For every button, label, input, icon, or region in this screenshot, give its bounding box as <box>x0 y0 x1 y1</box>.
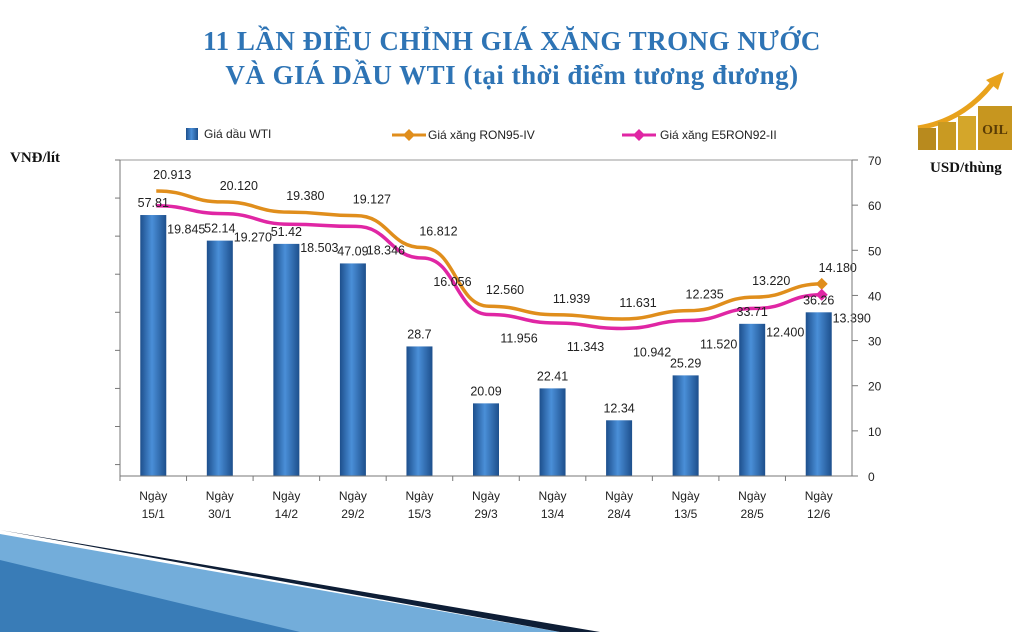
axes: 0 10 20 30 40 50 60 70 Ngày 15/1 Ngày 30/1 Ngày 14/2 N… <box>115 154 882 521</box>
line-end-marker <box>815 288 828 301</box>
right-axis-tick-label: 30 <box>868 335 882 349</box>
legend-e5-label: Giá xăng E5RON92-II <box>660 128 777 142</box>
x-tick-label: 12/6 <box>807 507 831 521</box>
right-axis-unit: USD/thùng <box>930 160 1002 176</box>
x-tick-label: Ngày <box>738 489 766 503</box>
price-lines <box>156 189 828 331</box>
x-tick-label: 28/4 <box>607 507 631 521</box>
wti-value-label: 51.42 <box>271 225 302 239</box>
x-tick-label: Ngày <box>206 489 234 503</box>
line-value-label: 10.942 <box>633 346 671 360</box>
wti-bar <box>539 388 566 476</box>
legend-ron95-marker <box>403 129 415 141</box>
oil-logo-text: OIL <box>982 123 1008 138</box>
x-tick-label: 13/4 <box>541 507 565 521</box>
wti-value-label: 22.41 <box>537 369 568 383</box>
wti-value-label: 20.09 <box>470 384 501 398</box>
x-tick-label: 30/1 <box>208 507 232 521</box>
legend-wti-label: Giá dầu WTI <box>204 127 271 141</box>
x-tick-label: Ngày <box>672 489 700 503</box>
line-value-label: 11.956 <box>500 332 537 346</box>
x-tick-label: Ngày <box>605 489 633 503</box>
x-tick-label: 29/3 <box>474 507 498 521</box>
x-tick-label: 29/2 <box>341 507 365 521</box>
x-tick-label: Ngày <box>539 489 567 503</box>
x-tick-label: Ngày <box>272 489 300 503</box>
wti-value-label: 52.14 <box>204 222 235 236</box>
wti-value-label: 57.81 <box>138 196 169 210</box>
x-tick-label: Ngày <box>472 489 500 503</box>
wti-bar <box>805 312 832 476</box>
x-tick-label: 14/2 <box>275 507 299 521</box>
legend-e5-marker <box>633 129 645 141</box>
line-value-label: 11.631 <box>619 296 656 310</box>
decor-blue-wedge-2 <box>0 560 300 632</box>
legend-wti-swatch <box>186 128 198 140</box>
line-value-label: 12.235 <box>686 288 724 302</box>
wti-value-label: 47.09 <box>337 244 368 258</box>
right-axis-tick-label: 40 <box>868 289 882 303</box>
line-value-label: 19.127 <box>353 193 391 207</box>
wti-bar <box>206 240 233 476</box>
right-axis-tick-label: 70 <box>868 154 882 168</box>
x-tick-label: Ngày <box>139 489 167 503</box>
decor-dark-wedge <box>0 530 600 632</box>
wti-value-label: 25.29 <box>670 356 701 370</box>
x-tick-label: Ngày <box>339 489 367 503</box>
line-value-label: 16.812 <box>419 225 457 239</box>
wti-value-label: 12.34 <box>603 401 634 415</box>
data-labels: 57.81 52.14 51.42 47.09 28.7 20.09 22.41 12.34 2… <box>138 168 871 415</box>
legend-ron95-label: Giá xăng RON95-IV <box>428 128 535 142</box>
wti-bar <box>473 403 499 476</box>
x-tick-label: Ngày <box>405 489 433 503</box>
line-value-label: 16.056 <box>433 275 471 289</box>
wti-bar <box>672 375 699 476</box>
line-value-label: 20.120 <box>220 179 258 193</box>
right-axis-tick-label: 50 <box>868 244 882 258</box>
line-series-e5 <box>156 203 822 331</box>
line-value-label: 12.400 <box>766 325 804 339</box>
wti-bars <box>140 215 832 476</box>
line-value-label: 20.913 <box>153 168 191 182</box>
x-tick-label: 13/5 <box>674 507 698 521</box>
line-value-label: 11.343 <box>567 340 604 354</box>
line-value-label: 18.346 <box>367 243 405 257</box>
x-tick-label: Ngày <box>805 489 833 503</box>
left-axis-unit: VNĐ/lít <box>10 150 60 166</box>
line-value-label: 18.503 <box>300 241 338 255</box>
x-tick-label: 15/3 <box>408 507 432 521</box>
bottom-decoration <box>0 530 600 632</box>
line-value-label: 19.270 <box>234 231 272 245</box>
wti-bar <box>273 243 300 476</box>
right-axis-tick-label: 60 <box>868 199 882 213</box>
line-value-label: 11.520 <box>700 338 737 352</box>
legend: Giá dầu WTI Giá xăng RON95-IV Giá xăng E5R… <box>186 127 777 142</box>
wti-value-label: 28.7 <box>407 327 431 341</box>
wti-bar <box>140 215 167 476</box>
line-value-label: 12.560 <box>486 283 524 297</box>
x-tick-label: 28/5 <box>741 507 765 521</box>
wti-bar <box>406 346 433 476</box>
line-value-label: 11.939 <box>553 292 590 306</box>
chart-title-line-2: VÀ GIÁ DẦU WTI (tại thời điểm tương đươn… <box>225 60 799 90</box>
wti-bar <box>739 323 766 476</box>
x-tick-label: 15/1 <box>142 507 166 521</box>
oil-barrels-logo: OIL <box>917 72 1012 150</box>
wti-value-label: 36.26 <box>803 293 834 307</box>
line-value-label: 14.180 <box>819 261 857 275</box>
right-axis-tick-label: 20 <box>868 380 882 394</box>
wti-bar <box>606 420 633 476</box>
line-value-label: 13.220 <box>752 274 790 288</box>
line-value-label: 19.845 <box>167 223 205 237</box>
chart-title-line-1: 11 LẦN ĐIỀU CHỈNH GIÁ XĂNG TRONG NƯỚC <box>203 26 821 56</box>
right-axis-tick-label: 10 <box>868 425 882 439</box>
line-end-marker <box>815 277 828 290</box>
wti-value-label: 33.71 <box>737 305 768 319</box>
right-axis-tick-label: 0 <box>868 470 875 484</box>
line-series-ron95 <box>156 189 822 321</box>
line-value-label: 19.380 <box>286 189 324 203</box>
wti-bar <box>339 263 366 476</box>
